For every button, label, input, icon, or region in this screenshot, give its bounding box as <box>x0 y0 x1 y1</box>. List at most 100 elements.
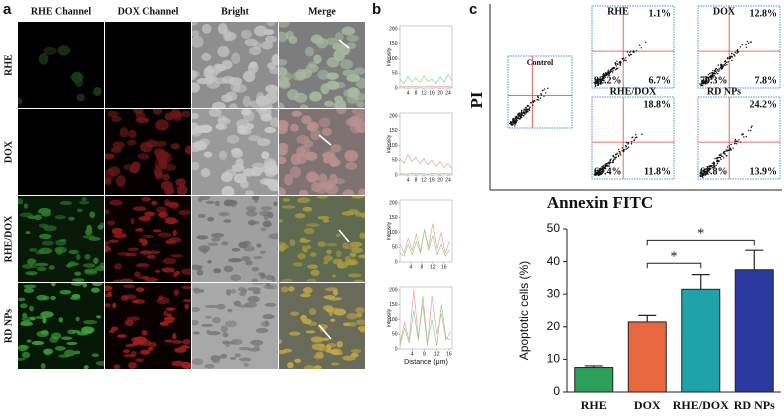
x-tick-label: 4 <box>410 264 413 270</box>
event-dot <box>605 164 608 166</box>
cell <box>332 258 343 265</box>
cell <box>67 262 80 267</box>
event-dot <box>741 133 744 135</box>
event-dot <box>600 168 603 170</box>
y-tick-label: 0 <box>395 85 398 91</box>
y-tick-label: 50 <box>392 71 398 77</box>
x-tick-label: 12 <box>421 90 427 96</box>
cell <box>192 112 199 120</box>
quadrant-percent: 11.8% <box>644 166 671 177</box>
event-dot <box>604 74 606 77</box>
cell <box>351 109 365 116</box>
cell <box>112 302 117 309</box>
event-dot <box>723 157 725 159</box>
event-dot <box>614 69 617 71</box>
y-tick-label: 0 <box>553 384 560 398</box>
event-dot <box>611 161 613 164</box>
cell <box>332 289 339 296</box>
cell <box>260 113 272 122</box>
intensity-line <box>399 229 450 257</box>
event-dot <box>602 170 605 173</box>
quadrant-percent: 7.8% <box>755 75 778 86</box>
cell <box>306 321 318 326</box>
event-dot <box>619 64 621 66</box>
event-dot <box>715 164 717 167</box>
arrow <box>318 134 332 146</box>
cell <box>64 349 76 357</box>
cell <box>204 315 212 319</box>
event-dot <box>604 75 606 78</box>
event-dot <box>626 51 629 53</box>
event-dot <box>632 51 634 53</box>
cell <box>306 121 320 132</box>
event-dot <box>724 150 726 153</box>
event-dot <box>715 67 718 70</box>
cell <box>247 62 259 74</box>
event-dot <box>517 112 520 115</box>
event-dot <box>734 140 737 142</box>
cell <box>71 293 81 299</box>
cell <box>279 156 287 165</box>
cell <box>175 178 186 187</box>
cell <box>342 322 351 327</box>
x-tick-label: 4 <box>407 177 410 183</box>
cell <box>18 198 24 205</box>
cell <box>138 237 144 243</box>
event-dot <box>727 61 729 63</box>
cell <box>220 353 228 359</box>
cell <box>294 358 301 363</box>
y-tick-label: 150 <box>389 302 398 308</box>
event-dot <box>711 162 714 165</box>
event-dot <box>726 150 728 152</box>
cell <box>348 273 362 278</box>
cell <box>171 333 177 340</box>
cell <box>204 363 215 369</box>
cell <box>200 196 211 201</box>
event-dot <box>645 41 647 43</box>
significance-mark: * <box>697 227 704 242</box>
event-dot <box>712 165 715 167</box>
flow-plot-title: Control <box>527 58 554 67</box>
cell <box>90 287 100 293</box>
cell <box>330 362 340 366</box>
cell <box>105 285 113 292</box>
cell <box>200 167 211 178</box>
plot-frame <box>399 25 453 89</box>
event-dot <box>525 110 528 112</box>
y-tick-label: 50 <box>392 245 398 251</box>
cell <box>95 265 104 272</box>
cell <box>49 336 59 343</box>
cell <box>273 201 278 207</box>
cell <box>230 274 242 282</box>
cell <box>229 103 238 108</box>
cell <box>109 329 115 333</box>
cell <box>259 250 266 255</box>
event-dot <box>706 169 709 171</box>
y-tick-label: 150 <box>389 41 398 47</box>
cell <box>74 271 82 276</box>
cell <box>309 91 322 102</box>
cell <box>135 287 145 292</box>
event-dot <box>604 72 607 75</box>
event-dot <box>625 141 628 144</box>
event-dot <box>510 121 512 123</box>
cell <box>304 140 314 148</box>
event-dot <box>699 174 701 177</box>
event-dot <box>635 136 638 139</box>
cell <box>281 205 296 209</box>
cell <box>226 134 240 144</box>
event-dot <box>597 78 599 80</box>
cell <box>26 258 37 266</box>
cell <box>210 355 221 362</box>
cell <box>279 58 288 66</box>
cell <box>170 254 184 258</box>
cell <box>299 239 311 243</box>
flow-plot-title: RHE/DOX <box>610 86 657 97</box>
cell <box>303 227 315 235</box>
cell <box>163 183 174 195</box>
cell <box>341 211 355 216</box>
event-dot <box>596 79 598 82</box>
event-dot <box>598 79 601 81</box>
cell <box>217 23 228 35</box>
cell <box>281 72 293 81</box>
